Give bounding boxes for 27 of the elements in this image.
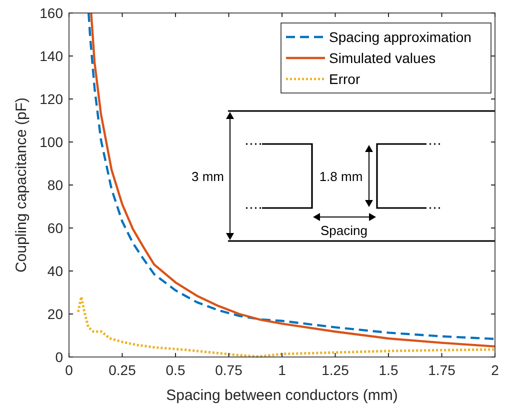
y-tick-label: 20 (47, 306, 64, 322)
y-tick-label: 140 (40, 48, 64, 64)
y-tick-label: 120 (40, 91, 64, 107)
y-tick-label: 0 (55, 349, 64, 365)
legend-label: Simulated values (329, 50, 436, 66)
y-tick-label: 80 (47, 177, 64, 193)
annotation: Spacing (320, 223, 368, 238)
x-tick-label: 0.25 (108, 362, 136, 378)
y-tick-label: 100 (40, 134, 64, 150)
x-tick-label: 2 (491, 362, 500, 378)
y-tick-label: 160 (40, 5, 64, 21)
annotation: 1.8 mm (319, 169, 363, 184)
x-tick-label: 1 (278, 362, 286, 378)
x-tick-label: 0.75 (215, 362, 243, 378)
annotation: 3 mm (192, 169, 224, 184)
x-axis-title: Spacing between conductors (mm) (166, 387, 398, 404)
x-tick-label: 1.75 (428, 362, 456, 378)
y-tick-label: 60 (47, 220, 64, 236)
legend-label: Error (329, 71, 360, 87)
x-tick-label: 1.25 (322, 362, 350, 378)
x-tick-label: 0.5 (166, 362, 186, 378)
x-tick-label: 1.5 (378, 362, 398, 378)
y-tick-label: 40 (47, 263, 64, 279)
x-tick-label: 0 (65, 362, 74, 378)
legend-label: Spacing approximation (329, 29, 472, 45)
line-series (76, 296, 496, 358)
y-axis-title: Coupling capacitance (pF) (13, 97, 30, 273)
